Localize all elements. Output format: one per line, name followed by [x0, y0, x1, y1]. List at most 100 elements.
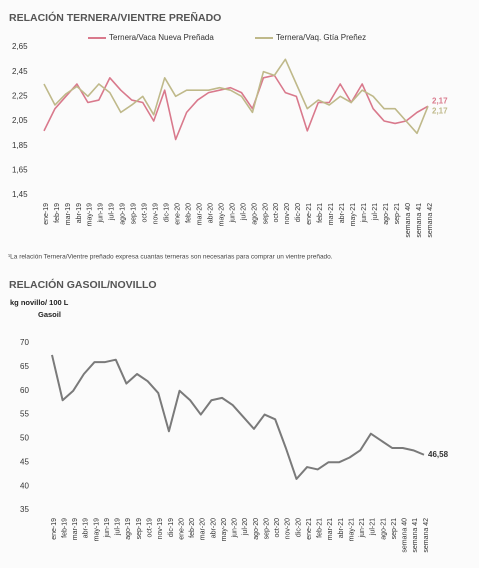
y-tick-label: 2,65 — [12, 42, 28, 51]
data-label: 2,17 — [432, 96, 448, 105]
x-tick-label: ene-21 — [306, 518, 313, 540]
x-tick-label: sep-19 — [131, 203, 138, 225]
y-tick-label: 1,65 — [12, 165, 28, 174]
y-tick-label: 35 — [20, 505, 29, 514]
data-label: 46,58 — [428, 450, 449, 459]
x-tick-label: sep-20 — [263, 518, 270, 540]
x-tick-label: feb-21 — [317, 203, 324, 223]
x-tick-label: ene-19 — [51, 518, 58, 540]
x-tick-label: semana 42 — [427, 203, 434, 238]
x-tick-label: may-20 — [221, 518, 228, 541]
x-tick-label: abr-21 — [339, 203, 346, 223]
data-label: 2,17 — [432, 106, 448, 115]
y-tick-label: 1,45 — [12, 190, 28, 199]
x-tick-label: ago-20 — [251, 203, 258, 225]
x-tick-label: sep-21 — [394, 203, 401, 225]
x-tick-label: nov-19 — [153, 203, 160, 225]
x-tick-label: semana 40 — [405, 203, 412, 238]
x-tick-label: jul-21 — [372, 203, 379, 221]
y-tick-label: 45 — [20, 457, 29, 466]
x-tick-label: dic-19 — [168, 518, 175, 537]
x-tick-label: abr-20 — [207, 203, 214, 223]
x-tick-label: abr-19 — [83, 518, 90, 538]
x-tick-label: abr-20 — [210, 518, 217, 538]
x-tick-label: ago-20 — [253, 518, 260, 540]
x-tick-label: jul-19 — [109, 203, 116, 221]
x-tick-label: nov-20 — [284, 203, 291, 225]
y-tick-label: 60 — [20, 386, 29, 395]
x-tick-label: feb-19 — [61, 518, 68, 538]
x-tick-label: jul-19 — [115, 518, 122, 536]
x-tick-label: mar-19 — [72, 518, 79, 540]
x-tick-label: oct-20 — [273, 203, 280, 223]
x-tick-label: ago-21 — [383, 203, 390, 225]
x-tick-label: sep-19 — [136, 518, 143, 540]
x-tick-label: oct-20 — [274, 518, 281, 538]
x-tick-label: may-21 — [350, 203, 357, 226]
x-tick-label: jun-21 — [359, 518, 366, 539]
x-tick-label: semana 40 — [402, 518, 409, 553]
y-tick-label: 2,45 — [12, 67, 28, 76]
x-tick-label: oct-19 — [147, 518, 154, 538]
x-tick-label: ago-21 — [380, 518, 387, 540]
series-line — [51, 354, 425, 480]
x-tick-label: ago-19 — [120, 203, 127, 225]
x-tick-label: may-21 — [348, 518, 355, 541]
y-tick-label: 50 — [20, 434, 29, 443]
x-tick-label: nov-19 — [157, 518, 164, 540]
x-tick-label: jun-20 — [229, 203, 236, 224]
x-tick-label: feb-21 — [317, 518, 324, 538]
x-tick-label: feb-19 — [54, 203, 61, 223]
y-tick-label: 1,85 — [12, 141, 28, 150]
x-tick-label: ene-20 — [178, 518, 185, 540]
x-tick-label: mar-19 — [65, 203, 72, 225]
x-tick-label: mar-20 — [200, 518, 207, 540]
x-tick-label: nov-20 — [285, 518, 292, 540]
x-tick-label: jun-19 — [98, 203, 105, 224]
footnote: ¹La relación Ternera/Vientre preñado exp… — [8, 254, 333, 261]
x-tick-label: ago-19 — [125, 518, 132, 540]
x-tick-label: jul-20 — [240, 203, 247, 221]
y-tick-label: 2,05 — [12, 116, 28, 125]
legend-label: Ternera/Vaca Nueva Preñada — [109, 33, 214, 42]
x-tick-label: semana 41 — [412, 518, 419, 553]
x-tick-label: oct-19 — [142, 203, 149, 223]
x-tick-label: ene-20 — [175, 203, 182, 225]
x-tick-label: feb-20 — [189, 518, 196, 538]
x-tick-label: dic-19 — [164, 203, 171, 222]
y-tick-label: 65 — [20, 362, 29, 371]
x-tick-label: may-19 — [93, 518, 100, 541]
x-tick-label: sep-20 — [262, 203, 269, 225]
chart-title: RELACIÓN GASOIL/NOVILLO — [9, 278, 157, 291]
x-tick-label: may-19 — [87, 203, 94, 226]
x-tick-label: sep-21 — [391, 518, 398, 540]
x-tick-label: jun-19 — [104, 518, 111, 539]
x-tick-label: may-20 — [218, 203, 225, 226]
y-axis-label: Gasoil — [38, 310, 61, 319]
x-tick-label: feb-20 — [185, 203, 192, 223]
x-tick-label: semana 41 — [416, 203, 423, 238]
y-tick-label: 55 — [20, 410, 29, 419]
x-tick-label: abr-21 — [338, 518, 345, 538]
x-tick-label: abr-19 — [76, 203, 83, 223]
x-tick-label: jun-20 — [232, 518, 239, 539]
y-axis-label: kg novillo/ 100 L — [10, 298, 69, 307]
legend-label: Ternera/Vaq. Gtía Preñez — [276, 33, 366, 42]
x-tick-label: jul-21 — [370, 518, 377, 536]
series-line — [43, 58, 429, 135]
chart-title: RELACIÓN TERNERA/VIENTRE PREÑADO — [9, 11, 221, 24]
x-tick-label: dic-20 — [295, 203, 302, 222]
x-tick-label: ene-21 — [306, 203, 313, 225]
x-tick-label: semana 42 — [423, 518, 430, 553]
x-tick-label: mar-21 — [327, 518, 334, 540]
y-tick-label: 40 — [20, 481, 29, 490]
x-tick-label: ene-19 — [43, 203, 50, 225]
x-tick-label: dic-20 — [295, 518, 302, 537]
y-tick-label: 70 — [20, 338, 29, 347]
x-tick-label: mar-21 — [328, 203, 335, 225]
x-tick-label: jun-21 — [361, 203, 368, 224]
y-tick-label: 2,25 — [12, 91, 28, 100]
x-tick-label: jul-20 — [242, 518, 249, 536]
x-tick-label: mar-20 — [196, 203, 203, 225]
